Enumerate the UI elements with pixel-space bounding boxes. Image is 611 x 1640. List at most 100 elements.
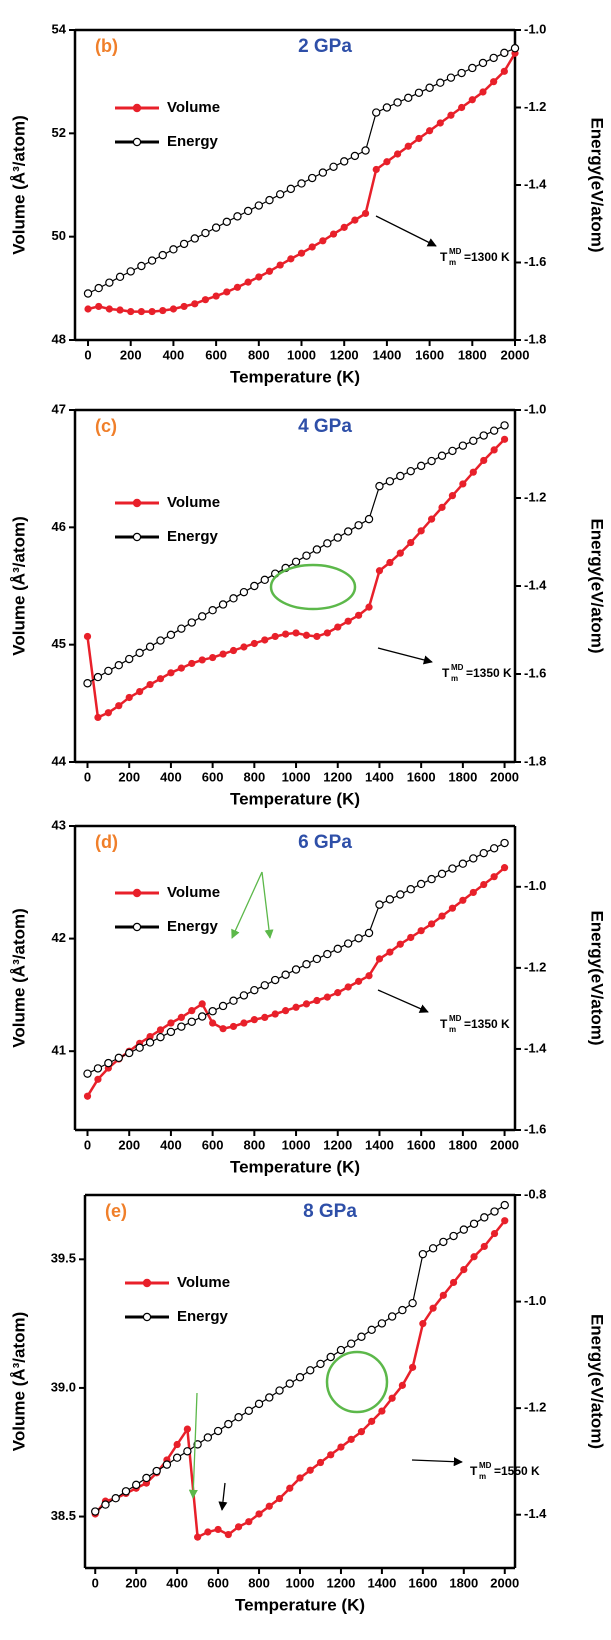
energy-point	[312, 545, 322, 554]
energy-point	[145, 1038, 155, 1047]
volume-point	[448, 492, 457, 500]
energy-point	[382, 103, 392, 112]
y2-tick-label: -1.4	[524, 176, 547, 191]
energy-point	[162, 1460, 172, 1469]
volume-point	[407, 933, 415, 942]
energy-point	[250, 581, 259, 591]
volume-point	[375, 955, 384, 963]
energy-point	[326, 1352, 335, 1362]
volume-point	[396, 940, 404, 948]
highlight-arrow	[218, 1482, 228, 1511]
volume-point	[407, 538, 415, 547]
legend-marker	[132, 498, 142, 508]
energy-point	[104, 1058, 113, 1068]
energy-point	[489, 844, 499, 853]
energy-point	[115, 272, 125, 282]
volume-point	[365, 972, 373, 980]
y2-axis-label: Energy(eV/atom)	[588, 117, 607, 252]
energy-point	[387, 1312, 397, 1321]
volume-point	[282, 1007, 290, 1015]
y2-tick-label: -1.4	[524, 1040, 547, 1055]
volume-point	[490, 873, 498, 881]
energy-point	[125, 654, 134, 664]
energy-point	[224, 1419, 233, 1429]
energy-point	[500, 1200, 509, 1210]
energy-point	[479, 848, 488, 858]
energy-point	[135, 648, 144, 658]
energy-point	[418, 1249, 428, 1259]
annotation-sup: MD	[479, 1461, 492, 1470]
volume-point	[459, 480, 467, 488]
energy-point	[449, 1231, 458, 1241]
x-tick-label: 1800	[448, 1137, 477, 1152]
annotation-value: =1350 K	[466, 666, 512, 680]
energy-point	[500, 421, 509, 430]
volume-point	[261, 1013, 269, 1022]
energy-point	[323, 949, 332, 959]
volume-point	[105, 305, 113, 313]
volume-point	[417, 927, 425, 935]
energy-point	[427, 456, 436, 466]
energy-point	[437, 451, 447, 460]
x-tick-label: 0	[84, 769, 91, 784]
volume-point	[415, 134, 423, 143]
energy-point	[367, 1325, 376, 1335]
y2-axis-label: Energy(eV/atom)	[588, 518, 607, 653]
volume-point	[426, 127, 434, 135]
energy-point	[291, 965, 301, 974]
y2-tick-label: -1.0	[524, 21, 546, 36]
y-axis-label: Volume (Å³/atom)	[9, 516, 28, 655]
annotation-value: =1350 K	[464, 1017, 510, 1031]
volume-point	[183, 1425, 191, 1433]
y2-tick-label: -1.0	[524, 401, 546, 416]
volume-point	[125, 693, 133, 702]
x-axis-label: Temperature (K)	[230, 367, 360, 386]
volume-point	[234, 1523, 243, 1531]
annotation-base: T	[440, 250, 448, 264]
energy-point	[323, 539, 332, 548]
energy-point	[218, 1001, 228, 1011]
volume-point	[296, 1474, 304, 1482]
y2-tick-label: -1.6	[524, 254, 546, 269]
energy-point	[94, 283, 103, 293]
energy-point	[260, 575, 269, 585]
volume-point	[469, 468, 477, 476]
x-tick-label: 800	[248, 347, 270, 362]
volume-point	[480, 456, 488, 465]
x-axis-label: Temperature (K)	[230, 789, 360, 808]
energy-point	[340, 157, 349, 166]
y2-tick-label: -1.8	[524, 753, 546, 768]
energy-point	[489, 53, 498, 63]
volume-point	[297, 249, 306, 257]
legend-marker	[132, 888, 142, 898]
energy-point	[459, 1225, 469, 1234]
volume-point	[137, 307, 145, 316]
energy-point	[114, 661, 123, 670]
energy-point	[222, 217, 231, 227]
energy-point	[375, 481, 384, 491]
volume-point	[337, 1443, 345, 1451]
volume-point	[393, 150, 402, 158]
x-tick-label: 800	[243, 1137, 265, 1152]
volume-point	[302, 631, 311, 639]
energy-point	[198, 1012, 207, 1021]
energy-point	[187, 1017, 196, 1026]
volume-point	[334, 623, 342, 631]
legend-label: Energy	[167, 133, 219, 150]
x-tick-label: 800	[243, 769, 265, 784]
energy-point	[243, 206, 253, 216]
volume-point	[180, 302, 188, 311]
volume-point	[427, 920, 436, 928]
volume-point	[375, 567, 384, 575]
annotation-sub: m	[449, 1025, 456, 1034]
energy-point	[211, 223, 221, 232]
energy-point	[427, 874, 436, 884]
panel-title: 6 GPa	[298, 832, 352, 853]
energy-point	[137, 261, 146, 271]
volume-point	[265, 267, 274, 275]
x-tick-label: 200	[125, 1575, 147, 1590]
volume-point	[427, 515, 436, 523]
y-tick-label: 39.5	[51, 1251, 76, 1266]
energy-point	[316, 1359, 325, 1369]
x-tick-label: 1000	[282, 769, 311, 784]
